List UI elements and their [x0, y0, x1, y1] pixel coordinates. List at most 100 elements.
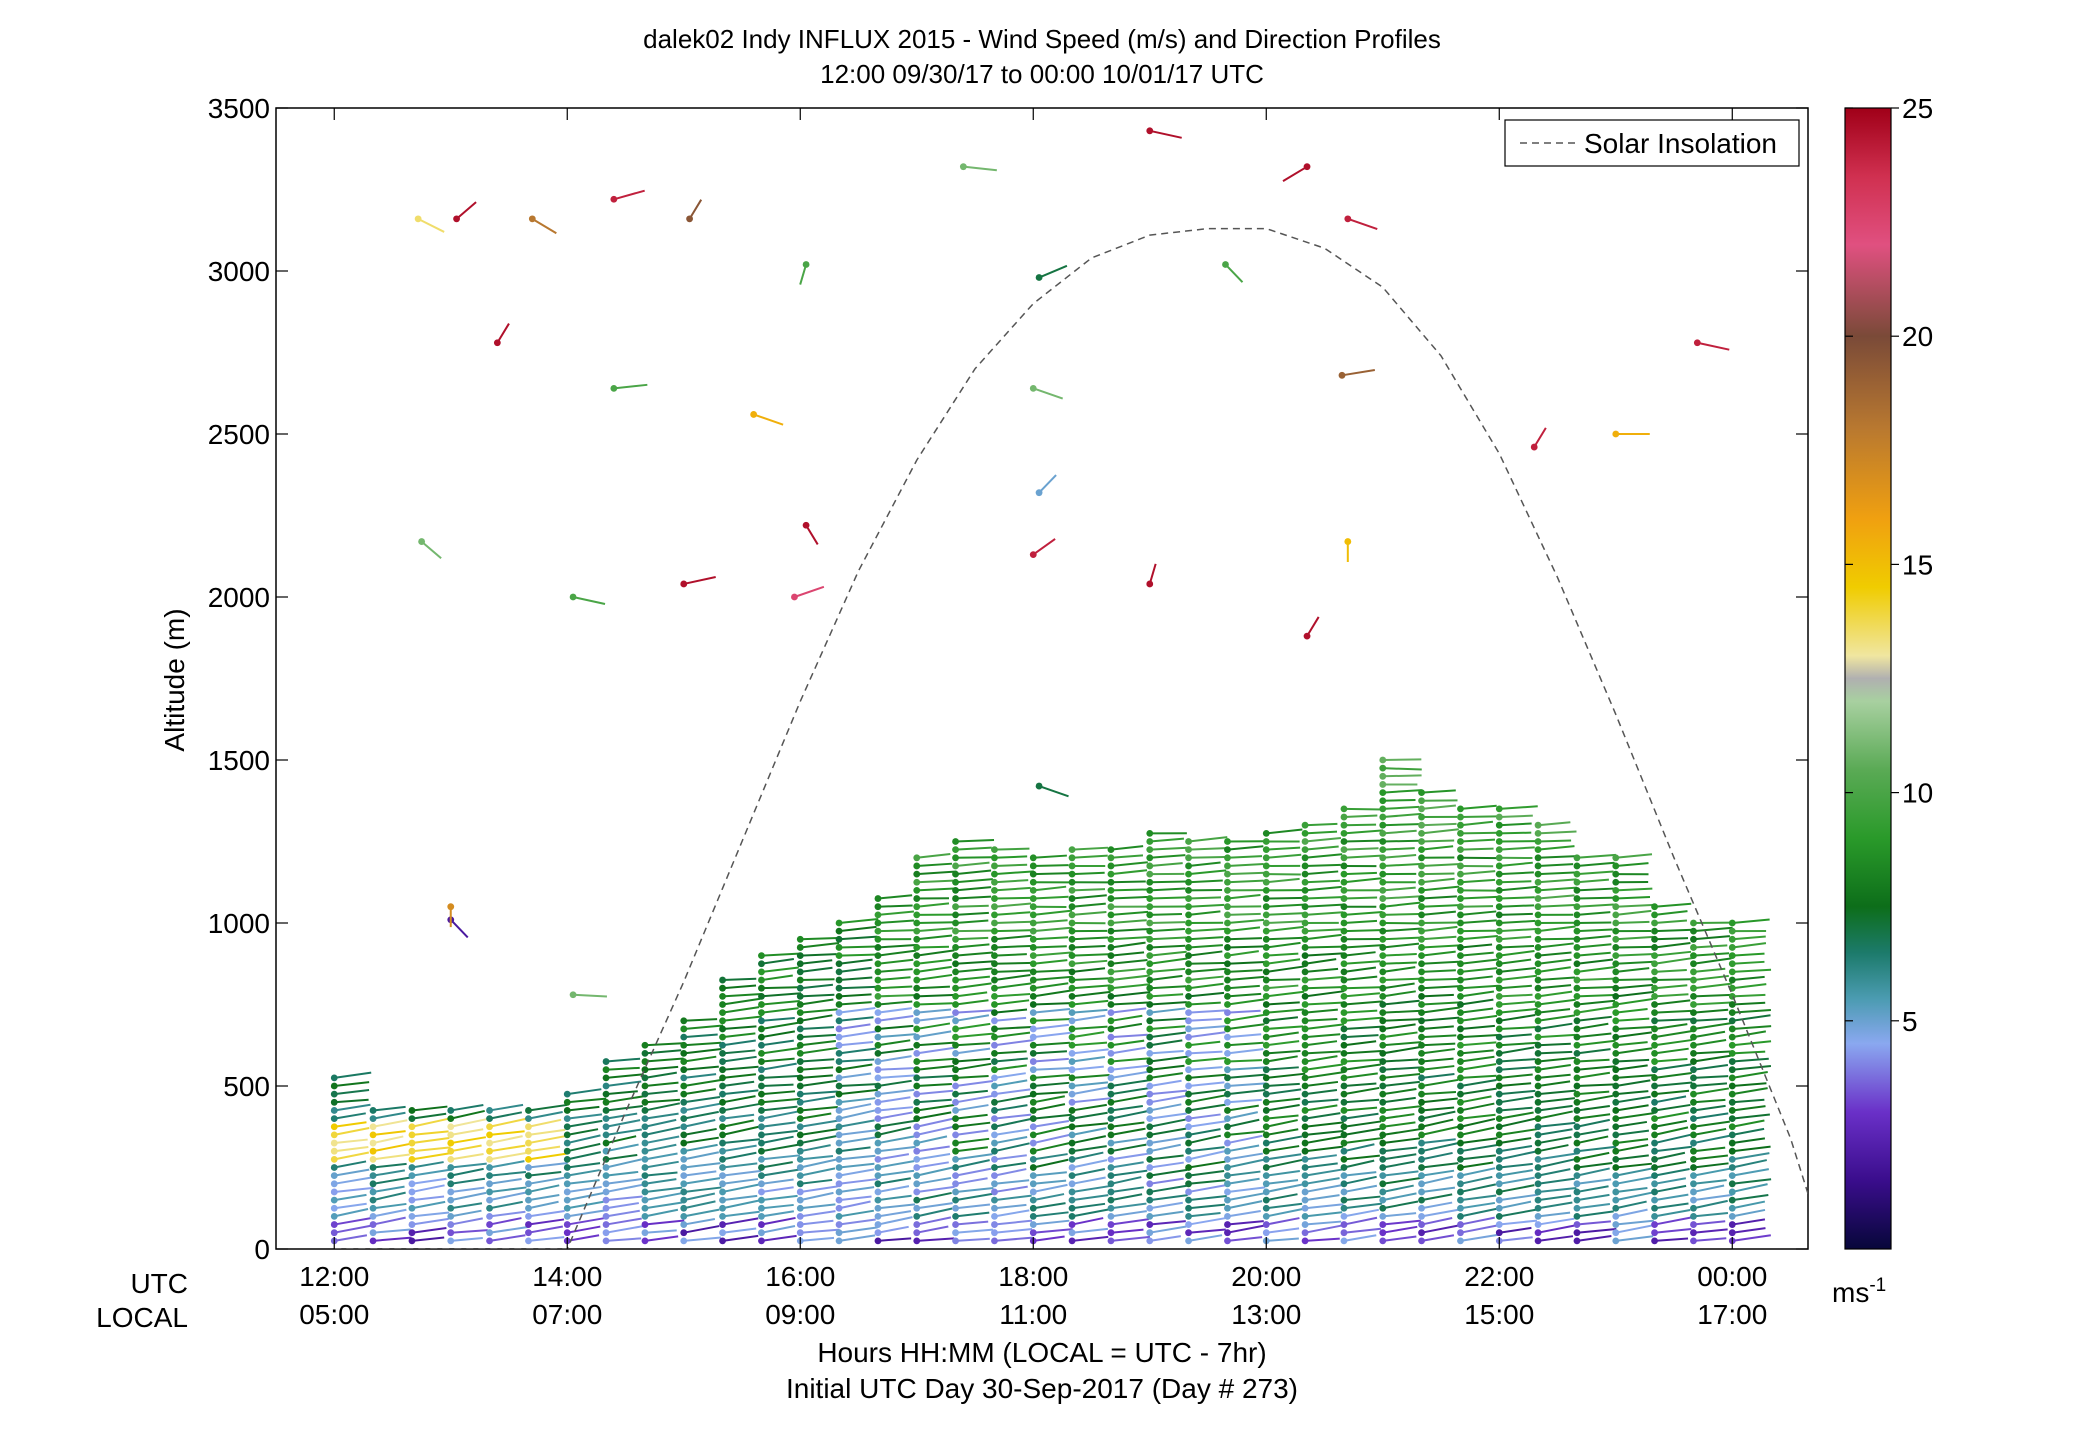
wind-barb-dot	[1574, 1172, 1581, 1179]
wind-barb-dot	[1651, 1034, 1658, 1041]
wind-barb-dot	[1574, 1050, 1581, 1057]
wind-barb-dot	[1496, 1205, 1503, 1212]
wind-barb-dot	[486, 1229, 493, 1236]
wind-barb-dot	[1457, 1213, 1464, 1220]
wind-barb-dot	[1146, 944, 1153, 951]
wind-barb-dot	[1651, 1172, 1658, 1179]
wind-barb-dot	[1379, 1091, 1386, 1098]
wind-barb-dot	[913, 1001, 920, 1008]
wind-barb-dot	[1574, 1180, 1581, 1187]
wind-barb-dot	[991, 1148, 998, 1155]
wind-barb-shaft	[1227, 938, 1262, 939]
wind-barb-dot	[1224, 838, 1231, 845]
wind-barb-dot	[447, 1221, 454, 1228]
wind-barb-dot	[564, 1205, 571, 1212]
wind-barb-dot	[1535, 1123, 1542, 1130]
wind-barb-dot	[719, 993, 726, 1000]
wind-barb-dot	[913, 1099, 920, 1106]
wind-barb-dot	[719, 1099, 726, 1106]
isolated-wind-barb-dot	[415, 215, 422, 222]
wind-barb-dot	[1341, 1140, 1348, 1147]
wind-barb-dot	[1185, 854, 1192, 861]
wind-barb-dot	[1030, 920, 1037, 927]
wind-barb-dot	[1108, 854, 1115, 861]
wind-barb-dot	[1379, 1197, 1386, 1204]
wind-barb-dot	[1224, 1205, 1231, 1212]
wind-barb-dot	[1069, 1140, 1076, 1147]
wind-barb-dot	[1185, 1026, 1192, 1033]
wind-barb-dot	[1729, 944, 1736, 951]
wind-barb-dot	[1729, 1042, 1736, 1049]
wind-barb-dot	[836, 1058, 843, 1065]
wind-barb-dot	[1146, 1083, 1153, 1090]
wind-barb-dot	[331, 1213, 338, 1220]
wind-barb-dot	[1535, 1180, 1542, 1187]
wind-barb-dot	[680, 1066, 687, 1073]
wind-barb-dot	[1690, 1009, 1697, 1016]
wind-barb-dot	[1690, 1229, 1697, 1236]
colorbar-tick-label: 25	[1902, 93, 1933, 124]
wind-barb-dot	[875, 1123, 882, 1130]
wind-barb-dot	[1729, 1140, 1736, 1147]
wind-barb-dot	[719, 1107, 726, 1114]
wind-barb-dot	[913, 969, 920, 976]
wind-barb-dot	[1379, 1107, 1386, 1114]
wind-barb-dot	[1574, 1058, 1581, 1065]
wind-barb-dot	[331, 1115, 338, 1122]
wind-barb-dot	[1341, 1050, 1348, 1057]
wind-barb-dot	[1108, 1099, 1115, 1106]
wind-barb-dot	[525, 1189, 532, 1196]
wind-barb-dot	[1457, 928, 1464, 935]
wind-barb-shaft	[956, 931, 993, 932]
wind-barb-dot	[836, 1074, 843, 1081]
wind-barb-dot	[1418, 1091, 1425, 1098]
wind-barb-dot	[1108, 985, 1115, 992]
wind-barb-dot	[719, 1237, 726, 1244]
wind-barb-dot	[1379, 1213, 1386, 1220]
wind-barb-dot	[1185, 903, 1192, 910]
wind-barb-dot	[836, 1180, 843, 1187]
wind-barb-dot	[1146, 1115, 1153, 1122]
wind-barb-dot	[1224, 928, 1231, 935]
wind-barb-dot	[1574, 1132, 1581, 1139]
wind-barb-dot	[1341, 1034, 1348, 1041]
wind-barb-dot	[991, 1009, 998, 1016]
wind-barb-dot	[1224, 952, 1231, 959]
isolated-wind-barb-dot	[1339, 372, 1346, 379]
wind-barb-dot	[719, 1189, 726, 1196]
wind-barb-dot	[1146, 1164, 1153, 1171]
wind-barb-dot	[875, 1115, 882, 1122]
colorbar-tick-label: 5	[1902, 1006, 1918, 1037]
wind-barb-shaft	[1344, 825, 1376, 826]
wind-barb-dot	[1574, 985, 1581, 992]
wind-barb-dot	[1729, 1066, 1736, 1073]
wind-barb-dot	[1418, 1189, 1425, 1196]
wind-barb-dot	[525, 1197, 532, 1204]
wind-barb-dot	[1574, 977, 1581, 984]
wind-barb-dot	[1535, 960, 1542, 967]
wind-barb-dot	[1341, 928, 1348, 935]
wind-barb-dot	[1496, 1042, 1503, 1049]
wind-barb-dot	[1302, 871, 1309, 878]
wind-barb-dot	[1729, 1197, 1736, 1204]
wind-barb-dot	[719, 1034, 726, 1041]
wind-barb-shaft	[1460, 833, 1499, 834]
wind-barb-shaft	[1305, 947, 1344, 948]
wind-barb-dot	[603, 1172, 610, 1179]
isolated-wind-barb-dot	[1036, 274, 1043, 281]
wind-barb-dot	[1108, 920, 1115, 927]
wind-barb-dot	[1729, 1074, 1736, 1081]
wind-barb-dot	[836, 960, 843, 967]
wind-barb-dot	[913, 887, 920, 894]
wind-barb-dot	[1302, 920, 1309, 927]
wind-barb-dot	[642, 1083, 649, 1090]
wind-barb-dot	[1263, 1026, 1270, 1033]
wind-barb-dot	[797, 1074, 804, 1081]
wind-barb-dot	[952, 928, 959, 935]
wind-barb-dot	[1224, 977, 1231, 984]
wind-barb-dot	[1535, 1066, 1542, 1073]
wind-barb-dot	[1030, 1001, 1037, 1008]
wind-barb-dot	[1457, 1091, 1464, 1098]
wind-barb-dot	[1341, 1107, 1348, 1114]
wind-barb-dot	[1185, 887, 1192, 894]
